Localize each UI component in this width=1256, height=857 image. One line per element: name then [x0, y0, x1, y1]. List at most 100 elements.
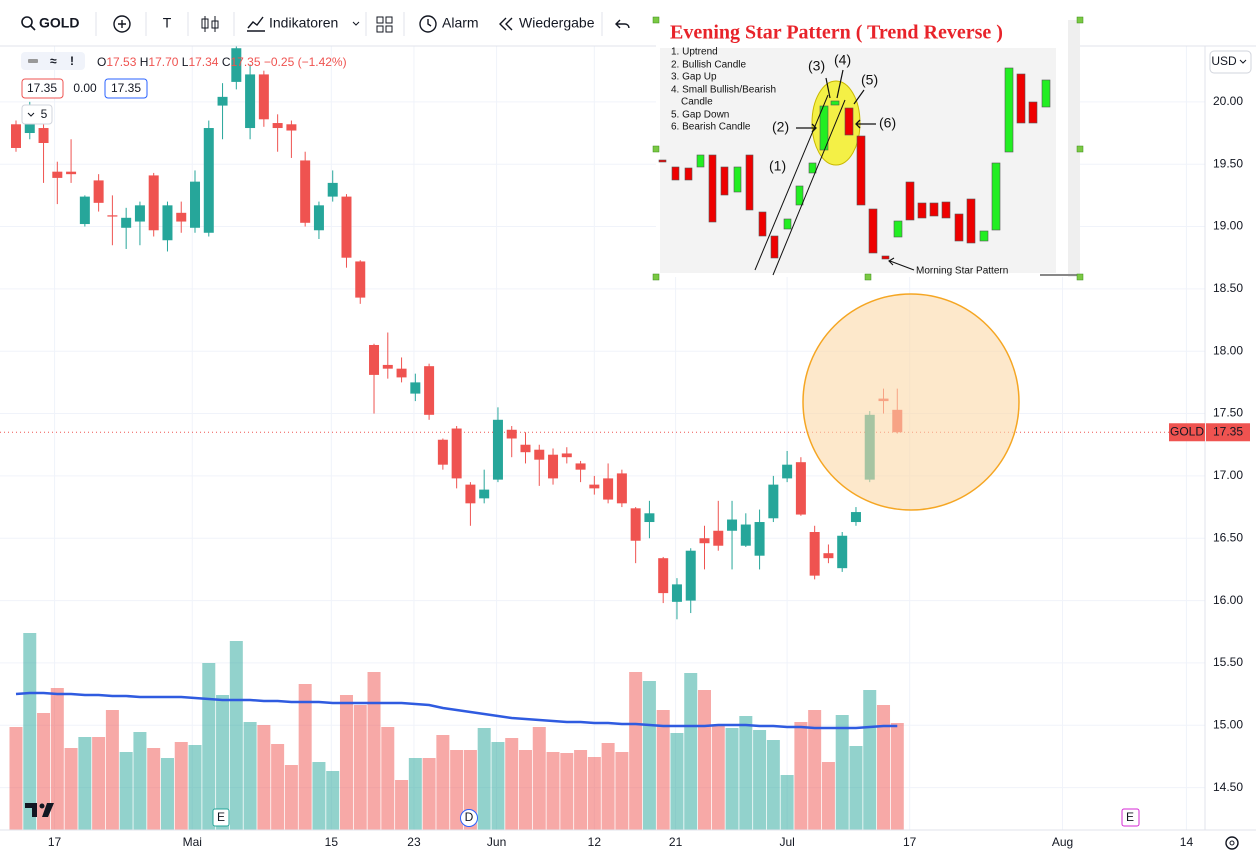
- candle-body: [176, 212, 187, 222]
- candle-body: [671, 584, 682, 602]
- candle-body: [492, 419, 503, 480]
- volume-bar: [711, 725, 725, 830]
- y-tick-label: 17.00: [1213, 468, 1243, 482]
- y-tick-label: 15.00: [1213, 717, 1243, 731]
- compare-button[interactable]: [113, 15, 131, 33]
- bid-box[interactable]: [21, 78, 64, 99]
- ask-box[interactable]: [104, 78, 148, 99]
- inset-candle: [1004, 67, 1014, 153]
- candle-body: [258, 74, 269, 120]
- inset-edge: [1068, 20, 1080, 277]
- volume-bar: [23, 633, 37, 830]
- handle[interactable]: [1076, 145, 1084, 153]
- volume-bar: [532, 727, 546, 830]
- handle[interactable]: [1076, 273, 1084, 281]
- layouts-button[interactable]: [376, 16, 393, 33]
- candle-icon: [211, 20, 219, 29]
- inset-candle: [905, 181, 915, 221]
- symbol-search[interactable]: GOLD: [21, 15, 79, 31]
- interval-box[interactable]: [21, 104, 53, 125]
- inset-marker: (4): [834, 52, 851, 68]
- trend-line: [754, 94, 829, 271]
- candle-body: [575, 463, 586, 470]
- event-badge[interactable]: [212, 808, 230, 827]
- candle-body: [52, 171, 63, 178]
- candle-body: [217, 96, 228, 106]
- candle-body: [148, 175, 159, 231]
- candle-body: [121, 217, 132, 228]
- volume-bar: [326, 771, 340, 830]
- ohlc-value: 17.53: [106, 55, 136, 69]
- inset-candle: [720, 166, 729, 196]
- inset-candle: [658, 159, 667, 163]
- indicators-button[interactable]: Indikatoren: [247, 15, 360, 32]
- candle-body: [795, 462, 806, 515]
- inset-arrow: [855, 119, 876, 129]
- currency: USD: [1211, 54, 1237, 68]
- spread: 0.00: [73, 81, 97, 95]
- inset-image[interactable]: Evening Star Pattern ( Trend Reverse ) 1…: [652, 16, 1084, 281]
- interval-button[interactable]: T: [163, 15, 172, 31]
- candle-body: [341, 196, 352, 258]
- candle-body: [713, 530, 724, 546]
- event-label: E: [217, 810, 225, 824]
- inset-item: 2. Bullish Candle: [671, 60, 746, 71]
- volume-bar: [64, 748, 78, 830]
- logo-part: [42, 803, 54, 817]
- handle[interactable]: [652, 145, 660, 153]
- inset-candle: [808, 162, 817, 174]
- handle[interactable]: [1076, 16, 1084, 24]
- candle-body: [162, 205, 173, 241]
- status-icon: !: [70, 54, 74, 68]
- status-pill[interactable]: [21, 52, 85, 70]
- volume-bar: [381, 727, 395, 830]
- settings-button[interactable]: [1225, 836, 1239, 850]
- trend-line: [772, 99, 846, 276]
- currency-button[interactable]: USD: [1209, 50, 1252, 74]
- highlight-circle: [802, 293, 1020, 511]
- volume-bar: [629, 672, 643, 830]
- volume-bar: [78, 737, 92, 830]
- ohlc-key: O: [97, 55, 106, 69]
- inset-candle: [708, 154, 717, 223]
- inset-candle: [783, 218, 792, 230]
- grid-icon: [385, 25, 393, 33]
- volume-bar: [271, 744, 285, 830]
- tv-logo[interactable]: [25, 803, 54, 817]
- handle[interactable]: [864, 273, 872, 281]
- x-tick-label: 14: [1180, 835, 1194, 849]
- inset-item: 6. Bearish Candle: [671, 122, 751, 133]
- event-badge[interactable]: [1121, 808, 1140, 827]
- event-badge[interactable]: [460, 809, 478, 827]
- chevron: [27, 112, 35, 117]
- candle-body: [410, 382, 421, 394]
- selection-handles[interactable]: [652, 16, 1084, 281]
- replay-icon: [499, 17, 513, 31]
- volume-bar: [794, 722, 808, 830]
- volume-bar: [546, 752, 560, 830]
- handle[interactable]: [652, 16, 660, 24]
- alarm-button[interactable]: Alarm: [419, 15, 479, 33]
- inset-title: Evening Star Pattern ( Trend Reverse ): [670, 22, 1003, 44]
- undo-button[interactable]: [615, 19, 630, 29]
- y-tick-label: 19.00: [1213, 219, 1243, 233]
- handle[interactable]: [652, 273, 660, 281]
- candle-body: [66, 171, 77, 175]
- volume-bar: [574, 750, 588, 830]
- volume-bar: [560, 753, 574, 830]
- x-tick-label: 17: [903, 835, 917, 849]
- chart-type-button[interactable]: [201, 16, 219, 32]
- inset-candle: [830, 100, 840, 106]
- inset-marker: (6): [879, 115, 896, 131]
- inset-candle: [856, 135, 866, 206]
- ohlc-value: 17.70: [148, 55, 178, 69]
- candle-body: [355, 261, 366, 298]
- inset-candles: [658, 67, 1051, 260]
- candle-body: [658, 558, 669, 594]
- volume-bar: [9, 727, 23, 830]
- volume-bar: [353, 705, 367, 830]
- x-tick-label: 15: [325, 835, 339, 849]
- replay-button[interactable]: Wiedergabe: [499, 15, 595, 31]
- inset-candle: [795, 185, 804, 206]
